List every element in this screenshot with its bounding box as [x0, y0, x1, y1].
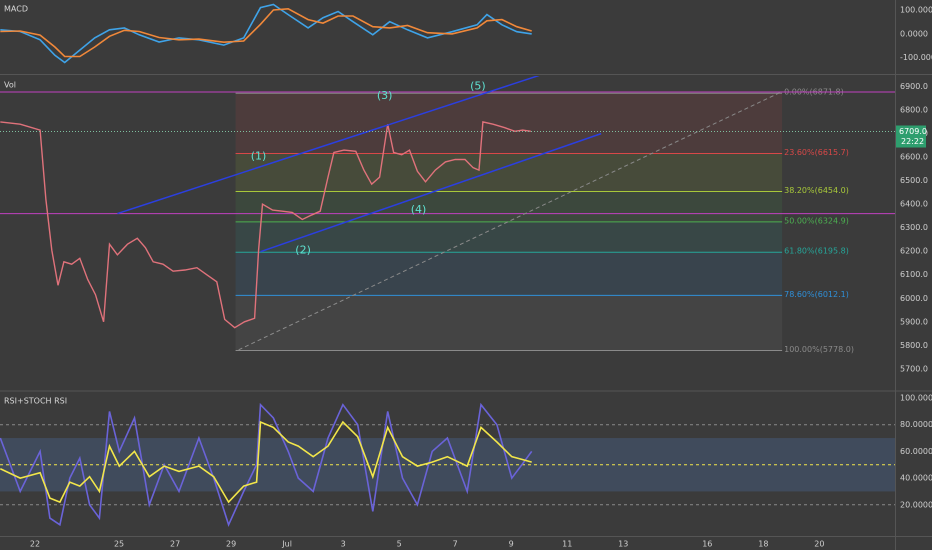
fib-zone	[235, 252, 783, 296]
y-tick-label: 6600.0	[900, 153, 928, 162]
y-tick-label: 60.0000	[900, 447, 932, 456]
wave-label: (4)	[411, 203, 427, 216]
y-tick-label: 80.0000	[900, 420, 932, 429]
y-tick-label: 6200.0	[900, 247, 928, 256]
wave-label: (2)	[295, 243, 311, 256]
y-tick-label: 100.0000	[900, 394, 932, 403]
y-tick-label: 6500.0	[900, 176, 928, 185]
series-line	[0, 7, 532, 58]
fib-zone	[235, 295, 783, 351]
x-tick-label: 7	[453, 540, 458, 549]
fib-zone	[235, 153, 783, 192]
fib-label: 100.00%(5778.0)	[784, 345, 854, 354]
fib-label: 61.80%(6195.8)	[784, 247, 849, 256]
y-tick-label: 6900.0	[900, 82, 928, 91]
fib-label: 23.60%(6615.7)	[784, 148, 849, 157]
y-tick-label: 5700.0	[900, 364, 928, 373]
series-line	[0, 420, 532, 504]
pane	[0, 3, 532, 64]
trend-line	[238, 91, 783, 351]
fib-zone	[235, 191, 783, 222]
y-tick-label: 6800.0	[900, 106, 928, 115]
y-tick-label: -100.0000	[900, 53, 932, 62]
y-tick-label: 6400.0	[900, 200, 928, 209]
x-tick-label: 20	[814, 540, 824, 549]
fib-label: 78.60%(6012.1)	[784, 290, 849, 299]
y-tick-label: 6300.0	[900, 223, 928, 232]
y-tick-label: 5900.0	[900, 317, 928, 326]
wave-label: (3)	[377, 89, 393, 102]
y-tick-label: 0.0000	[900, 29, 928, 38]
last-price-box	[896, 125, 926, 148]
x-tick-label: 22	[30, 540, 40, 549]
fib-label: 50.00%(6324.9)	[784, 216, 849, 225]
y-tick-label: 6000.0	[900, 294, 928, 303]
x-tick-label: 3	[341, 540, 346, 549]
wave-label: (5)	[470, 80, 486, 93]
fib-zone	[235, 221, 783, 253]
y-tick-label: 5800.0	[900, 341, 928, 350]
series-line	[0, 121, 531, 329]
pane-title: Vol	[4, 81, 16, 90]
y-tick-label: 100.0000	[900, 6, 932, 15]
x-tick-label: 18	[758, 540, 768, 549]
x-tick-label: 25	[114, 540, 124, 549]
x-tick-label: 11	[562, 540, 572, 549]
fib-label: 38.20%(6454.0)	[784, 186, 849, 195]
x-tick-label: 9	[509, 540, 514, 549]
countdown: 22:22	[901, 137, 924, 146]
x-tick-label: 29	[226, 540, 236, 549]
y-tick-label: 40.0000	[900, 474, 932, 483]
trend-line	[260, 132, 602, 253]
pane-title: MACD	[4, 5, 28, 14]
wave-label: (1)	[251, 150, 267, 163]
pane-title: RSI+STOCH RSI	[4, 397, 67, 406]
pane: 0.00%(6871.8)23.60%(6615.7)38.20%(6454.0…	[0, 76, 895, 354]
x-tick-label: Jul	[281, 540, 292, 549]
y-tick-label: 20.0000	[900, 500, 932, 509]
series-line	[0, 3, 532, 64]
y-tick-label: 6100.0	[900, 270, 928, 279]
pane	[0, 402, 895, 528]
trend-line	[117, 76, 540, 215]
last-price-label: 6709.0	[899, 127, 927, 136]
x-tick-label: 13	[618, 540, 628, 549]
fib-zone	[235, 93, 783, 154]
x-tick-label: 5	[397, 540, 402, 549]
x-tick-label: 16	[702, 540, 712, 549]
x-tick-label: 27	[170, 540, 180, 549]
